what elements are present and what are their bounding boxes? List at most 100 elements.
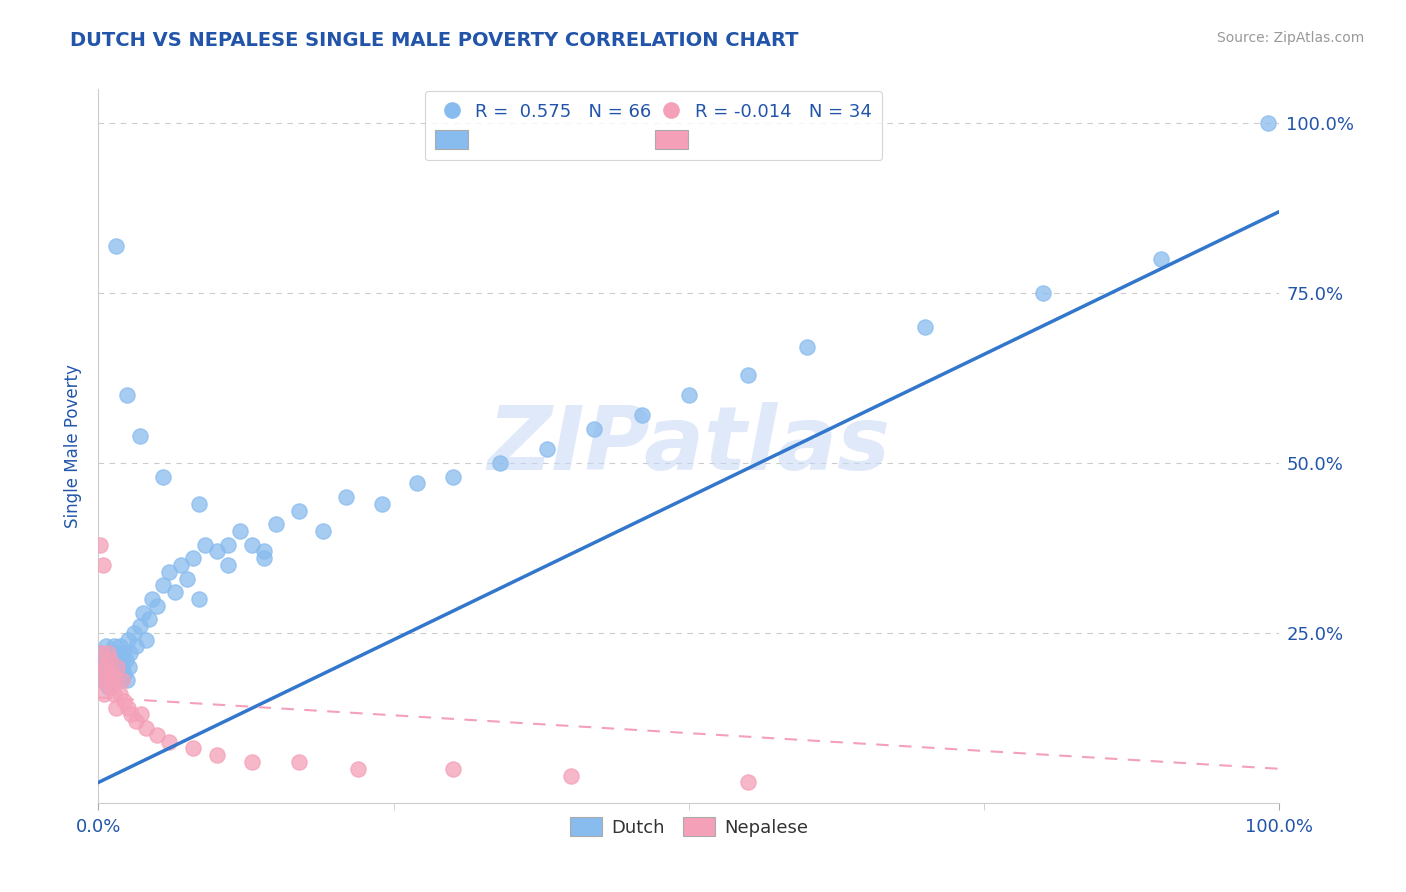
Point — [98, 666, 121, 681]
Point — [111, 660, 134, 674]
Legend: Dutch, Nepalese: Dutch, Nepalese — [562, 810, 815, 844]
Point — [101, 673, 124, 688]
Point — [187, 591, 209, 606]
Point — [104, 673, 127, 688]
Point — [108, 640, 131, 654]
Point — [91, 673, 114, 688]
Y-axis label: Single Male Poverty: Single Male Poverty — [65, 364, 83, 528]
Point — [128, 429, 150, 443]
Point — [108, 687, 131, 701]
Point — [253, 551, 276, 566]
Point — [105, 700, 128, 714]
Point — [1032, 286, 1054, 301]
Point — [187, 497, 209, 511]
Point — [441, 469, 464, 483]
Point — [105, 660, 128, 674]
Point — [583, 422, 606, 436]
Point — [125, 714, 148, 729]
Point — [229, 524, 252, 538]
Point — [94, 660, 117, 674]
Point — [97, 646, 120, 660]
Point — [630, 409, 652, 423]
Point — [536, 442, 558, 457]
Point — [146, 728, 169, 742]
Point — [104, 660, 127, 674]
Point — [96, 673, 118, 688]
Point — [138, 612, 160, 626]
Point — [141, 591, 163, 606]
Point — [90, 646, 112, 660]
Point — [205, 748, 228, 763]
Point — [97, 680, 120, 694]
Point — [489, 456, 512, 470]
Point — [98, 666, 121, 681]
Point — [112, 666, 135, 681]
Point — [100, 680, 122, 694]
Text: ZIPatlas: ZIPatlas — [488, 402, 890, 490]
Point — [181, 551, 204, 566]
Point — [1257, 116, 1279, 130]
Point — [98, 653, 121, 667]
Point — [217, 537, 239, 551]
Point — [146, 599, 169, 613]
Point — [115, 673, 138, 688]
Point — [312, 524, 335, 538]
Point — [112, 694, 135, 708]
Point — [125, 640, 148, 654]
Point — [91, 558, 114, 572]
Point — [406, 476, 429, 491]
Point — [1150, 252, 1173, 266]
Point — [441, 762, 464, 776]
Point — [560, 769, 582, 783]
Point — [105, 666, 128, 681]
Point — [111, 673, 134, 688]
Point — [91, 673, 114, 688]
Point — [89, 537, 111, 551]
Point — [796, 341, 818, 355]
Point — [347, 762, 370, 776]
Point — [96, 660, 118, 674]
Point — [110, 673, 132, 688]
Point — [135, 721, 157, 735]
Point — [112, 646, 135, 660]
Text: Source: ZipAtlas.com: Source: ZipAtlas.com — [1216, 31, 1364, 45]
Point — [89, 660, 111, 674]
Point — [103, 687, 125, 701]
Point — [105, 238, 128, 252]
Point — [101, 666, 124, 681]
Text: DUTCH VS NEPALESE SINGLE MALE POVERTY CORRELATION CHART: DUTCH VS NEPALESE SINGLE MALE POVERTY CO… — [70, 31, 799, 50]
Point — [89, 660, 111, 674]
Point — [93, 666, 115, 681]
Point — [737, 775, 759, 789]
Point — [122, 626, 145, 640]
Point — [194, 537, 217, 551]
Point — [103, 640, 125, 654]
Point — [217, 558, 239, 572]
Point — [737, 368, 759, 382]
Point — [107, 653, 129, 667]
Point — [114, 653, 136, 667]
Point — [94, 640, 117, 654]
Point — [176, 572, 198, 586]
Point — [157, 734, 180, 748]
Point — [170, 558, 193, 572]
Point — [288, 755, 311, 769]
Point — [205, 544, 228, 558]
Point — [128, 619, 150, 633]
Point — [152, 469, 174, 483]
Point — [129, 707, 152, 722]
Point — [678, 388, 700, 402]
Point — [93, 687, 115, 701]
Point — [253, 544, 276, 558]
Point — [120, 646, 142, 660]
Point — [98, 646, 121, 660]
Point — [132, 606, 155, 620]
Point — [91, 653, 114, 667]
Point — [165, 585, 187, 599]
Point — [118, 660, 141, 674]
Point — [90, 646, 112, 660]
Point — [157, 565, 180, 579]
Point — [117, 632, 139, 647]
Point — [914, 320, 936, 334]
Point — [115, 388, 138, 402]
